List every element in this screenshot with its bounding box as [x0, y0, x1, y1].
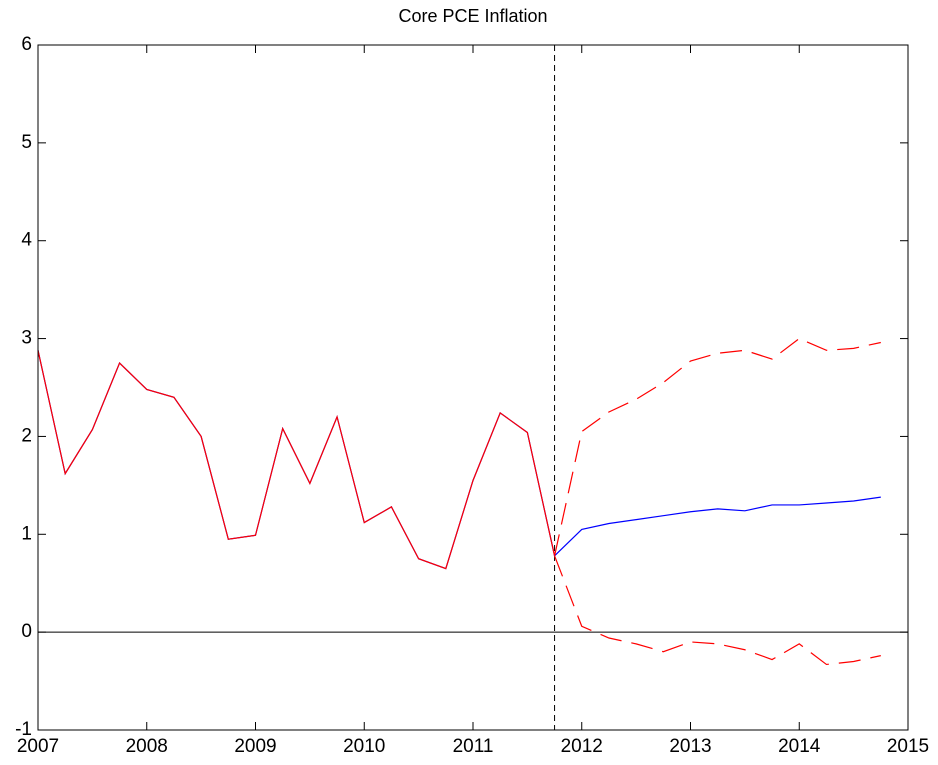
x-tick-label: 2012 — [561, 736, 603, 757]
x-tick-label: 2008 — [126, 736, 168, 757]
y-tick-label: 5 — [21, 132, 32, 153]
chart-title: Core PCE Inflation — [398, 6, 547, 26]
y-tick-label: 4 — [21, 230, 32, 251]
series-line — [37, 350, 556, 570]
plot-frame — [37, 44, 909, 731]
x-tick-label: 2007 — [17, 736, 59, 757]
x-tick-label: 2010 — [343, 736, 385, 757]
x-tick-label: 2013 — [669, 736, 711, 757]
x-tick-label: 2015 — [887, 736, 929, 757]
series-line — [553, 337, 881, 556]
y-tick-label: -1 — [15, 719, 32, 740]
x-tick-label: 2009 — [234, 736, 276, 757]
x-tick-label: 2014 — [778, 736, 821, 757]
y-tick-label: 6 — [21, 34, 32, 55]
y-tick-label: 2 — [21, 425, 32, 446]
series-line — [554, 555, 881, 666]
y-tick-label: 3 — [21, 328, 32, 349]
x-tick-label: 2011 — [453, 736, 494, 757]
y-tick-label: 1 — [21, 523, 32, 544]
plot-area — [38, 45, 908, 730]
y-tick-label: 0 — [21, 621, 32, 642]
